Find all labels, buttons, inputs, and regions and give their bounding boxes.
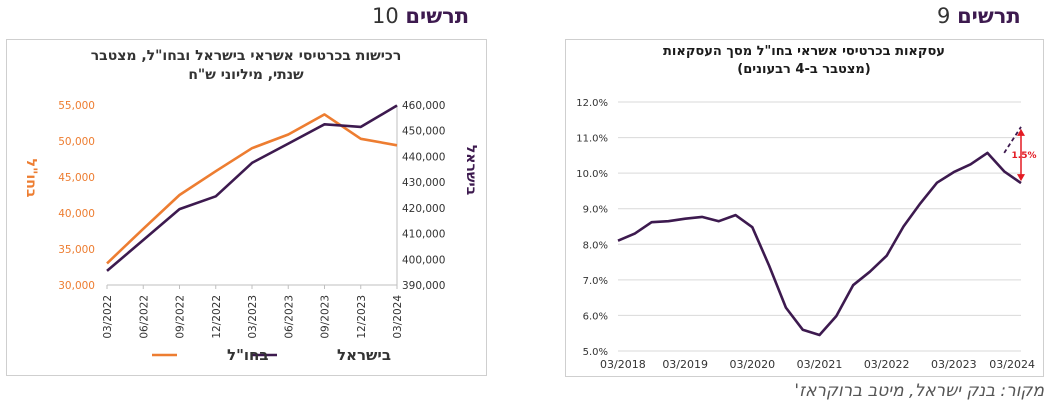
x-axis-tick-label: 03/2023 (931, 358, 977, 371)
y-axis-tick-label: 8.0% (583, 240, 608, 251)
x-axis-tick-label: 03/2024 (989, 358, 1035, 371)
left-axis-title: בחו"ל (23, 159, 39, 198)
y-axis-tick-label: 6.0% (583, 311, 608, 322)
figure-9-label-number: 9 (937, 4, 951, 28)
x-axis-tick-label: 03/2018 (600, 358, 646, 371)
right-axis-tick-label: 420,000 (402, 203, 445, 215)
legend-label-israel: בישראל (337, 346, 391, 364)
gap-arrow-head-top (1017, 128, 1025, 136)
x-axis-tick-label: 09/2023 (320, 295, 332, 339)
figure-9-panel: עסקאות בכרטיסי אשראי בחו"ל מסך העסקאות (מ… (565, 39, 1044, 377)
right-axis-title: בישראל (463, 145, 479, 195)
left-axis-tick-label: 40,000 (58, 208, 95, 220)
x-axis-tick-label: 03/2020 (729, 358, 775, 371)
x-axis-tick-label: 12/2022 (211, 295, 223, 339)
series-line-israel (106, 104, 398, 272)
right-axis-tick-label: 430,000 (402, 177, 445, 189)
gap-annotation-label: 1.5% (1012, 151, 1037, 161)
x-axis-tick-label: 03/2021 (797, 358, 843, 371)
y-axis-tick-label: 10.0% (576, 169, 608, 180)
gap-arrow-head-bottom (1017, 174, 1025, 182)
x-axis-tick-label: 12/2023 (356, 295, 368, 339)
figure-10-label-number: 10 (372, 4, 399, 28)
figure-9-heading: תרשים 9 (937, 4, 1021, 28)
source-note: מקור: בנק ישראל, מיטב ברוקראז' (794, 381, 1044, 401)
chart-title-line-2: (מצטבר ב-4 רבעונים) (737, 62, 870, 77)
x-axis-tick-label: 03/2023 (247, 295, 259, 339)
chart-title-line-1: רכישות בכרטיסי אשראי בישראל ובחו"ל, מצטב… (91, 48, 402, 64)
x-axis-tick-label: 03/2019 (662, 358, 708, 371)
right-axis-tick-label: 400,000 (402, 254, 445, 266)
series-line-abroad (106, 113, 398, 265)
chart-title-line-1: עסקאות בכרטיסי אשראי בחו"ל מסך העסקאות (663, 44, 945, 59)
x-axis-tick-label: 03/2024 (392, 295, 404, 339)
legend-label-abroad: בחו"ל (227, 346, 269, 364)
y-axis-tick-label: 5.0% (583, 347, 608, 358)
right-axis-tick-label: 460,000 (402, 100, 445, 112)
x-axis-tick-label: 03/2022 (102, 295, 114, 339)
x-axis-tick-label: 06/2023 (283, 295, 295, 339)
figure-10-chart: רכישות בכרטיסי אשראי בישראל ובחו"ל, מצטב… (23, 48, 479, 364)
figure-9-chart: עסקאות בכרטיסי אשראי בחו"ל מסך העסקאות (מ… (576, 44, 1037, 371)
x-axis-tick-label: 03/2022 (864, 358, 910, 371)
y-axis-tick-label: 11.0% (576, 134, 608, 145)
left-axis-tick-label: 30,000 (58, 280, 95, 292)
right-axis-tick-label: 390,000 (402, 280, 445, 292)
y-axis-tick-label: 12.0% (576, 98, 608, 109)
y-axis-tick-label: 9.0% (583, 205, 608, 216)
figure-9-label-word: תרשים (957, 4, 1021, 28)
series-line-abroad-share (617, 151, 1022, 337)
right-axis-tick-label: 410,000 (402, 229, 445, 241)
left-axis-tick-label: 35,000 (58, 244, 95, 256)
right-axis-tick-label: 440,000 (402, 151, 445, 163)
figure-10-heading: תרשים 10 (372, 4, 469, 28)
figure-10-label-word: תרשים (405, 4, 470, 28)
y-axis-tick-label: 7.0% (583, 276, 608, 287)
projection-dashed-line (1003, 126, 1022, 154)
chart-title-line-2: שנתי, מיליוני ש"ח (188, 67, 304, 83)
figure-10-panel: רכישות בכרטיסי אשראי בישראל ובחו"ל, מצטב… (6, 39, 487, 376)
left-axis-tick-label: 45,000 (58, 172, 95, 184)
x-axis-tick-label: 09/2022 (175, 295, 187, 339)
left-axis-tick-label: 50,000 (58, 136, 95, 148)
x-axis-tick-label: 06/2022 (138, 295, 150, 339)
left-axis-tick-label: 55,000 (58, 100, 95, 112)
right-axis-tick-label: 450,000 (402, 126, 445, 138)
